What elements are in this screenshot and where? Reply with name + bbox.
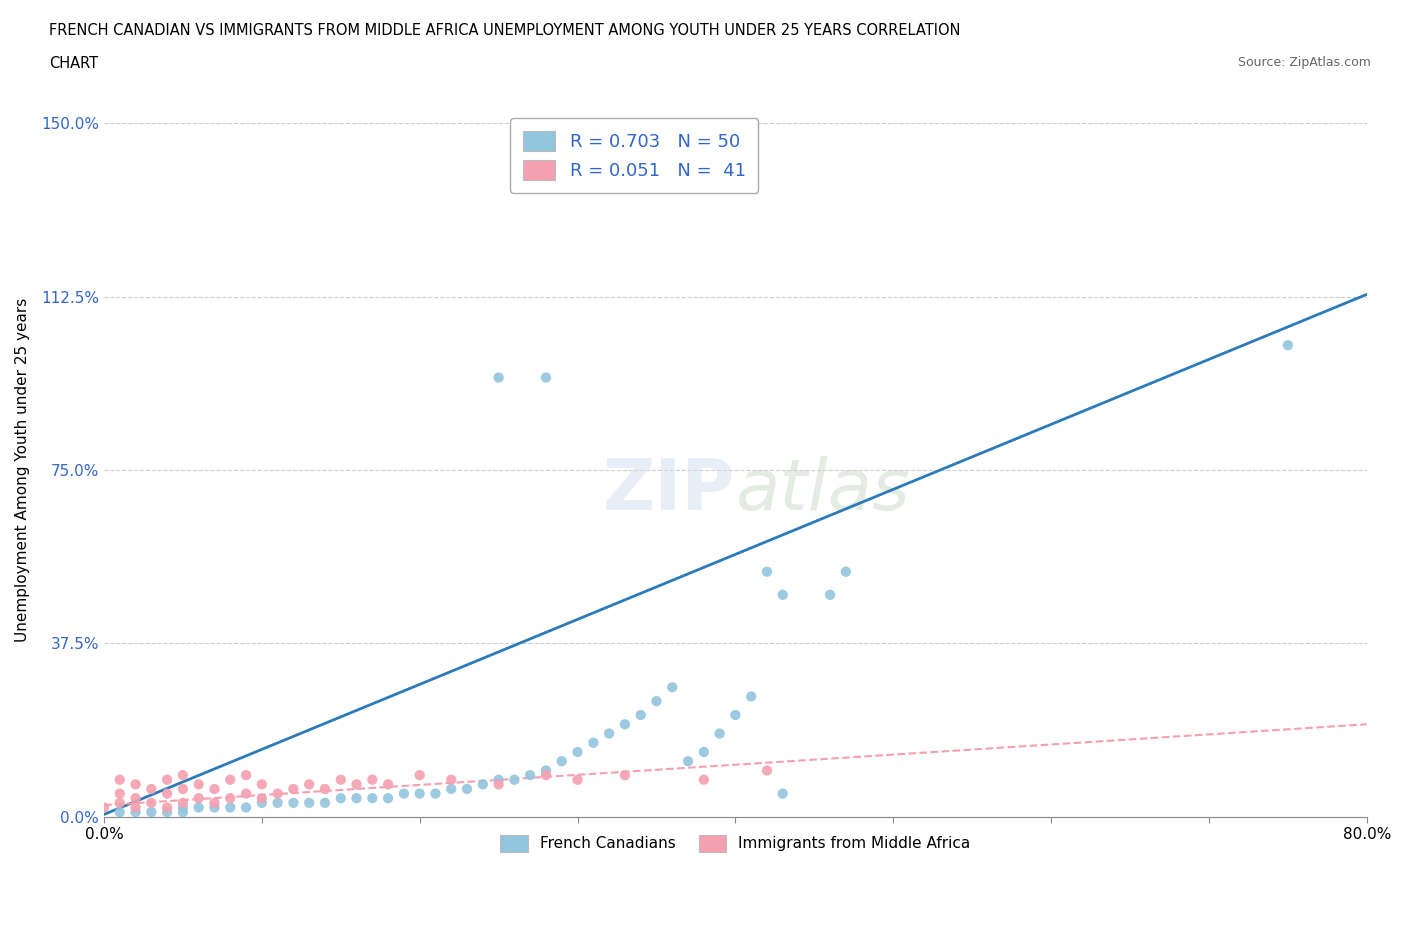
Point [534, 370, 557, 385]
Point [456, 781, 478, 796]
Point [676, 754, 699, 769]
Point [835, 565, 858, 579]
Point [124, 790, 146, 805]
Point [519, 767, 541, 782]
Point [425, 786, 447, 801]
Point [440, 781, 463, 796]
Point [156, 786, 179, 801]
Point [740, 689, 762, 704]
Point [172, 767, 194, 782]
Point [141, 795, 163, 810]
Point [377, 777, 399, 791]
Point [93, 800, 115, 815]
Point [187, 800, 209, 815]
Point [124, 777, 146, 791]
Point [693, 745, 716, 760]
Point [172, 795, 194, 810]
Point [613, 767, 636, 782]
Point [772, 588, 794, 603]
Text: CHART: CHART [49, 56, 98, 71]
Point [645, 694, 668, 709]
Point [204, 795, 226, 810]
Point [235, 786, 257, 801]
Point [582, 736, 605, 751]
Point [314, 795, 336, 810]
Point [392, 786, 415, 801]
Point [471, 777, 494, 791]
Point [235, 767, 257, 782]
Text: FRENCH CANADIAN VS IMMIGRANTS FROM MIDDLE AFRICA UNEMPLOYMENT AMONG YOUTH UNDER : FRENCH CANADIAN VS IMMIGRANTS FROM MIDDL… [49, 23, 960, 38]
Legend: French Canadians, Immigrants from Middle Africa: French Canadians, Immigrants from Middle… [494, 829, 977, 857]
Point [329, 772, 352, 787]
Point [108, 795, 131, 810]
Point [283, 795, 305, 810]
Point [551, 754, 574, 769]
Point [250, 777, 273, 791]
Point [108, 804, 131, 819]
Point [755, 763, 778, 777]
Point [361, 772, 384, 787]
Point [219, 772, 242, 787]
Point [613, 717, 636, 732]
Point [329, 790, 352, 805]
Point [488, 772, 510, 787]
Point [709, 726, 731, 741]
Point [172, 781, 194, 796]
Point [156, 772, 179, 787]
Point [219, 800, 242, 815]
Point [488, 370, 510, 385]
Point [346, 777, 368, 791]
Point [219, 790, 242, 805]
Point [156, 800, 179, 815]
Point [772, 786, 794, 801]
Point [534, 763, 557, 777]
Point [1277, 338, 1299, 352]
Point [204, 800, 226, 815]
Point [488, 777, 510, 791]
Text: atlas: atlas [735, 457, 910, 525]
Point [124, 800, 146, 815]
Point [724, 708, 747, 723]
Point [567, 745, 589, 760]
Point [377, 790, 399, 805]
Text: ZIP: ZIP [603, 457, 735, 525]
Point [630, 708, 652, 723]
Point [187, 777, 209, 791]
Y-axis label: Unemployment Among Youth under 25 years: Unemployment Among Youth under 25 years [15, 298, 30, 642]
Point [266, 795, 288, 810]
Point [250, 790, 273, 805]
Point [124, 804, 146, 819]
Point [283, 781, 305, 796]
Point [661, 680, 683, 695]
Point [298, 777, 321, 791]
Point [346, 790, 368, 805]
Point [235, 800, 257, 815]
Point [250, 795, 273, 810]
Point [266, 786, 288, 801]
Point [204, 781, 226, 796]
Point [408, 767, 430, 782]
Point [408, 786, 430, 801]
Point [156, 804, 179, 819]
Point [534, 767, 557, 782]
Point [108, 772, 131, 787]
Text: Source: ZipAtlas.com: Source: ZipAtlas.com [1237, 56, 1371, 69]
Point [693, 772, 716, 787]
Point [314, 781, 336, 796]
Point [818, 588, 841, 603]
Point [598, 726, 620, 741]
Point [503, 772, 526, 787]
Point [141, 804, 163, 819]
Point [172, 804, 194, 819]
Point [755, 565, 778, 579]
Point [141, 781, 163, 796]
Point [567, 772, 589, 787]
Point [187, 790, 209, 805]
Point [440, 772, 463, 787]
Point [361, 790, 384, 805]
Point [172, 800, 194, 815]
Point [298, 795, 321, 810]
Point [108, 786, 131, 801]
